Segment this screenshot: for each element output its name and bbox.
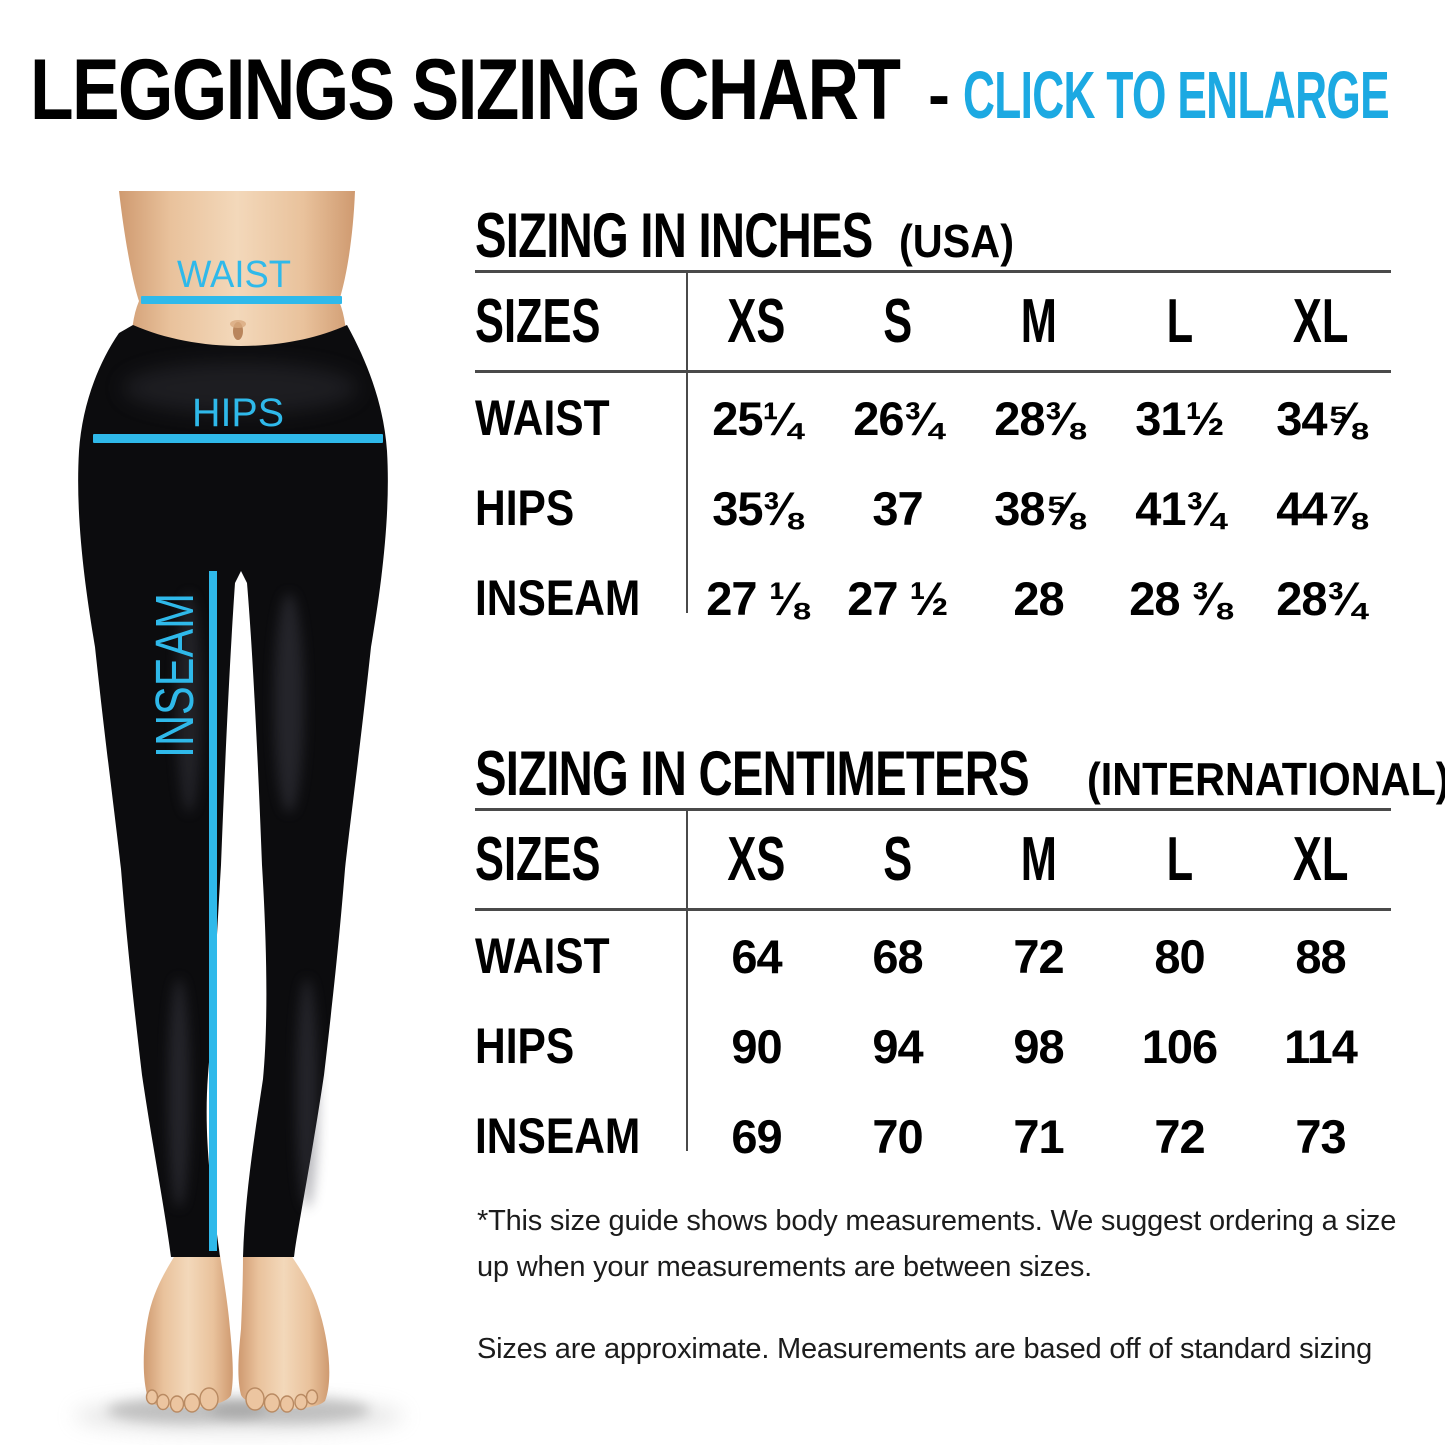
inches-waist-l: 31½ [1135,391,1224,445]
cm-inseam-l: 72 [1154,1109,1205,1163]
right-foot-toes [245,1387,319,1413]
cm-col-xl: XL [1292,825,1349,894]
inches-col-l: L [1166,287,1193,356]
inches-size-table: SIZES XS S M L XL WAIST 25¼ 26¾ 28⅜ 31½ … [475,273,1391,643]
waist-line [141,296,342,304]
inches-inseam-m: 28 [1013,571,1064,625]
table-row: WAIST 25¼ 26¾ 28⅜ 31½ 34⅝ [475,373,1391,463]
inches-inseam-l: 28 ⅜ [1129,571,1231,625]
cm-col-l: L [1166,825,1193,894]
cm-waist-xl: 88 [1295,929,1346,983]
inches-section-title: SIZING IN INCHES (USA) [475,201,1391,271]
centimeters-title-suffix: (INTERNATIONAL) [1087,753,1445,805]
right-foot [238,1255,330,1409]
inches-col-xl: XL [1292,287,1349,356]
cm-hips-xl: 114 [1284,1019,1358,1073]
cm-inseam-m: 71 [1013,1109,1064,1163]
cm-hips-s: 94 [872,1019,923,1073]
inches-hips-l: 41¾ [1135,481,1224,535]
torso-skin [119,191,355,355]
cm-col-s: S [883,825,912,894]
cm-waist-xs: 64 [731,929,782,983]
inches-inseam-s: 27 ½ [847,571,949,625]
table-row: INSEAM 27 ⅛ 27 ½ 28 28 ⅜ 28¾ [475,553,1391,643]
inches-col-xs: XS [727,287,786,356]
cm-waist-l: 80 [1154,929,1205,983]
leggings-figure-svg: WAIST HIPS INSEAM [74,191,404,1433]
inseam-label: INSEAM [145,593,205,758]
centimeters-title-text: SIZING IN CENTIMETERS [475,739,1030,809]
leggings-silhouette [78,325,388,1257]
inches-sizes-label: SIZES [475,287,601,356]
navel-shading [230,320,246,328]
inches-title-text: SIZING IN INCHES [475,201,873,271]
inches-inseam-xl: 28¾ [1276,571,1365,625]
cm-inseam-xs: 69 [731,1109,782,1163]
inseam-line [209,571,217,1251]
centimeters-size-table: SIZES XS S M L XL WAIST 64 68 72 80 88 H… [475,811,1391,1181]
inches-waist-xs: 25¼ [712,391,801,445]
inches-header-row: SIZES XS S M L XL [475,273,1391,373]
note-body-measurements: *This size guide shows body measurements… [477,1205,1397,1283]
cm-col-m: M [1020,825,1057,894]
table-row: HIPS 90 94 98 106 114 [475,1001,1391,1091]
cm-hips-xs: 90 [731,1019,782,1073]
table-row: HIPS 35⅜ 37 38⅝ 41¾ 44⅞ [475,463,1391,553]
title-separator: - [928,57,950,131]
centimeters-header-row: SIZES XS S M L XL [475,811,1391,911]
inches-inseam-xs: 27 ⅛ [706,571,808,625]
centimeters-sizing-section: SIZING IN CENTIMETERS (INTERNATIONAL) SI… [475,739,1445,1181]
leggings-measurement-figure: WAIST HIPS INSEAM [57,183,467,1445]
table-row: INSEAM 69 70 71 72 73 [475,1091,1391,1181]
inches-waist-s: 26¾ [853,391,942,445]
left-foot-toes [145,1387,219,1413]
inches-hips-xs: 35⅜ [712,481,801,535]
inches-hips-xl: 44⅞ [1276,481,1365,535]
page-header: LEGGINGS SIZING CHART - CLICK TO ENLARGE [0,44,1445,140]
cm-inseam-label: INSEAM [475,1108,641,1164]
inches-hips-label: HIPS [475,480,575,536]
inches-waist-m: 28⅜ [994,391,1083,445]
page-title: LEGGINGS SIZING CHART [30,42,901,138]
inches-hips-m: 38⅝ [994,481,1083,535]
cm-hips-l: 106 [1141,1019,1218,1073]
leggings-sheen [122,362,358,1208]
cm-waist-s: 68 [872,929,923,983]
inches-title-rule [475,270,1391,273]
left-foot [143,1255,233,1409]
inches-waist-label: WAIST [475,390,610,446]
inches-title-suffix: (USA) [899,215,1014,267]
inches-col-s: S [883,287,912,356]
cm-inseam-xl: 73 [1295,1109,1346,1163]
centimeters-section-title: SIZING IN CENTIMETERS (INTERNATIONAL) [475,739,1445,809]
cm-waist-m: 72 [1013,929,1064,983]
inches-sizing-section: SIZING IN INCHES (USA) SIZES XS S M L XL… [475,201,1391,643]
cm-col-xs: XS [727,825,786,894]
inches-col-m: M [1020,287,1057,356]
inches-hips-s: 37 [872,481,923,535]
note-approximate-sizing: Sizes are approximate. Measurements are … [477,1333,1373,1365]
cm-hips-m: 98 [1013,1019,1064,1073]
cm-sizes-label: SIZES [475,825,601,894]
inches-waist-xl: 34⅝ [1276,391,1365,445]
centimeters-title-rule [475,808,1391,811]
waist-label: WAIST [177,254,291,296]
table-row: WAIST 64 68 72 80 88 [475,911,1391,1001]
click-to-enlarge-link[interactable]: CLICK TO ENLARGE [963,58,1390,133]
inches-inseam-label: INSEAM [475,570,641,626]
hips-line [93,434,383,443]
cm-hips-label: HIPS [475,1018,575,1074]
footnotes: *This size guide shows body measurements… [477,1198,1412,1372]
cm-waist-label: WAIST [475,928,610,984]
hips-label: HIPS [192,391,284,435]
cm-inseam-s: 70 [872,1109,923,1163]
